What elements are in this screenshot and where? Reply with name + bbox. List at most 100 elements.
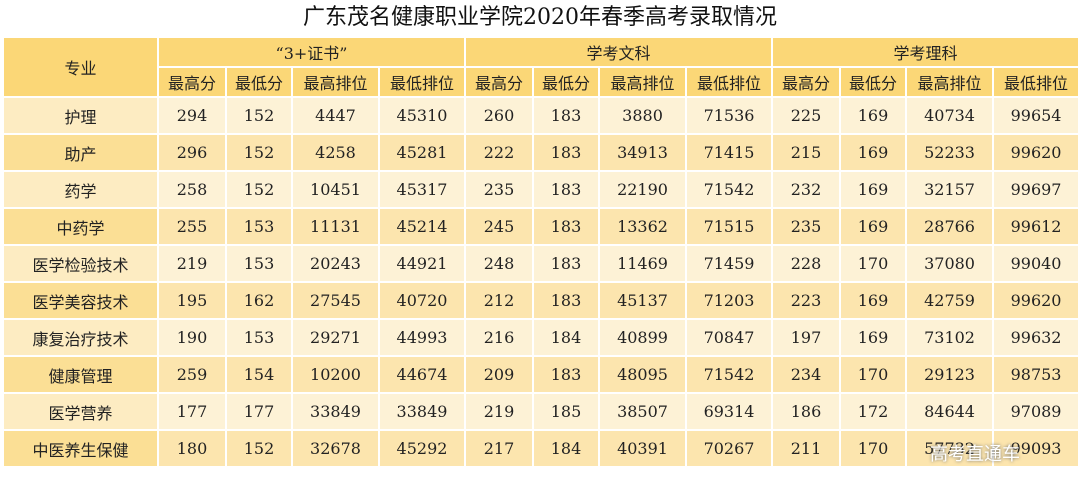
cell: 22190 bbox=[598, 170, 688, 209]
cell: 183 bbox=[532, 133, 601, 172]
data-row: 医学营养 177 177 33849 33849 219 185 38507 69314 186 1… bbox=[2, 392, 1080, 431]
cell: 232 bbox=[771, 170, 842, 209]
cell: 71542 bbox=[685, 355, 774, 394]
data-row: 中医养生保健 180 152 32678 45292 217 184 40391 70267 21… bbox=[2, 429, 1080, 468]
cell: 153 bbox=[225, 244, 293, 283]
cell: 197 bbox=[771, 318, 842, 357]
column-header: 最高排位 bbox=[598, 66, 688, 98]
cell: 99620 bbox=[992, 281, 1080, 320]
cell: 183 bbox=[532, 96, 601, 135]
cell: 186 bbox=[771, 392, 842, 431]
cell: 10200 bbox=[291, 355, 380, 394]
major-name: 健康管理 bbox=[2, 355, 159, 394]
cell: 42759 bbox=[905, 281, 995, 320]
data-row: 药学 258 152 10451 45317 235 183 22190 71542 232 169… bbox=[2, 170, 1080, 209]
cell: 183 bbox=[532, 207, 601, 246]
cell: 170 bbox=[839, 429, 908, 468]
cell: 45214 bbox=[377, 207, 467, 246]
cell: 45317 bbox=[377, 170, 467, 209]
cell: 29123 bbox=[905, 355, 995, 394]
cell: 248 bbox=[464, 244, 535, 283]
cell: 260 bbox=[464, 96, 535, 135]
cell: 57732 bbox=[905, 429, 995, 468]
cell: 45310 bbox=[377, 96, 467, 135]
column-header: 最高分 bbox=[771, 66, 842, 98]
cell: 71542 bbox=[685, 170, 774, 209]
cell: 184 bbox=[532, 429, 601, 468]
cell: 223 bbox=[771, 281, 842, 320]
cell: 32678 bbox=[291, 429, 380, 468]
cell: 69314 bbox=[685, 392, 774, 431]
cell: 219 bbox=[157, 244, 227, 283]
group-header: 学考理科 bbox=[771, 36, 1080, 68]
cell: 45292 bbox=[377, 429, 467, 468]
cell: 98753 bbox=[992, 355, 1080, 394]
cell: 11469 bbox=[598, 244, 688, 283]
data-row: 助产 296 152 4258 45281 222 183 34913 71415 215 169 5… bbox=[2, 133, 1080, 172]
cell: 27545 bbox=[291, 281, 380, 320]
cell: 183 bbox=[532, 244, 601, 283]
cell: 71415 bbox=[685, 133, 774, 172]
header-row: 专业 “3+证书” 学考文科 学考理科 bbox=[2, 36, 1080, 98]
cell: 52233 bbox=[905, 133, 995, 172]
cell: 154 bbox=[225, 355, 293, 394]
column-header: 最低排位 bbox=[992, 66, 1080, 98]
data-row: 护理 294 152 4447 45310 260 183 3880 71536 225 169 40… bbox=[2, 96, 1080, 135]
header-row: 最高分 最低分 最高排位 最低排位 最高分 最低分 最高排位 最低排位 最高分 最低分 最高排位 最低… bbox=[3, 66, 1080, 98]
column-header: 最低排位 bbox=[377, 66, 467, 98]
major-name: 康复治疗技术 bbox=[2, 318, 159, 357]
cell: 190 bbox=[157, 318, 227, 357]
cell: 71203 bbox=[685, 281, 774, 320]
cell: 296 bbox=[157, 133, 227, 172]
cell: 245 bbox=[464, 207, 535, 246]
column-header: 最低分 bbox=[225, 66, 293, 98]
cell: 152 bbox=[225, 429, 293, 468]
cell: 162 bbox=[225, 281, 293, 320]
data-row: 康复治疗技术 190 153 29271 44993 216 184 40899 70847 19… bbox=[2, 318, 1080, 357]
cell: 40391 bbox=[598, 429, 688, 468]
major-name: 药学 bbox=[2, 170, 159, 209]
cell: 211 bbox=[771, 429, 842, 468]
cell: 3880 bbox=[598, 96, 688, 135]
cell: 185 bbox=[532, 392, 601, 431]
cell: 44674 bbox=[377, 355, 467, 394]
cell: 169 bbox=[839, 133, 908, 172]
cell: 222 bbox=[464, 133, 535, 172]
major-name: 医学美容技术 bbox=[2, 281, 159, 320]
cell: 172 bbox=[839, 392, 908, 431]
cell: 38507 bbox=[598, 392, 688, 431]
cell: 234 bbox=[771, 355, 842, 394]
cell: 259 bbox=[157, 355, 227, 394]
title: 广东茂名健康职业学院2020年春季高考录取情况 bbox=[303, 5, 777, 30]
column-header: 最高排位 bbox=[905, 66, 995, 98]
data-row: 医学检验技术 219 153 20243 44921 248 183 11469 71459 22… bbox=[2, 244, 1080, 283]
cell: 4447 bbox=[291, 96, 380, 135]
cell: 99654 bbox=[992, 96, 1080, 135]
cell: 183 bbox=[532, 281, 601, 320]
cell: 212 bbox=[464, 281, 535, 320]
cell: 170 bbox=[839, 355, 908, 394]
cell: 99093 bbox=[992, 429, 1080, 468]
cell: 177 bbox=[157, 392, 227, 431]
group-header: “3+证书” bbox=[156, 36, 467, 68]
cell: 169 bbox=[839, 96, 908, 135]
cell: 40720 bbox=[377, 281, 467, 320]
cell: 195 bbox=[157, 281, 227, 320]
cell: 4258 bbox=[291, 133, 380, 172]
column-header: 最高分 bbox=[464, 66, 535, 98]
cell: 170 bbox=[839, 244, 908, 283]
cell: 71536 bbox=[685, 96, 774, 135]
cell: 215 bbox=[771, 133, 842, 172]
corner-header: 专业 bbox=[2, 36, 159, 98]
cell: 44993 bbox=[377, 318, 467, 357]
cell: 40899 bbox=[598, 318, 688, 357]
cell: 255 bbox=[157, 207, 227, 246]
cell: 235 bbox=[771, 207, 842, 246]
major-name: 医学检验技术 bbox=[2, 244, 159, 283]
cell: 216 bbox=[464, 318, 535, 357]
cell: 37080 bbox=[905, 244, 995, 283]
watermark: 高考直通车 bbox=[930, 444, 1020, 465]
major-name: 助产 bbox=[2, 133, 159, 172]
group-header: 学考文科 bbox=[464, 36, 774, 68]
